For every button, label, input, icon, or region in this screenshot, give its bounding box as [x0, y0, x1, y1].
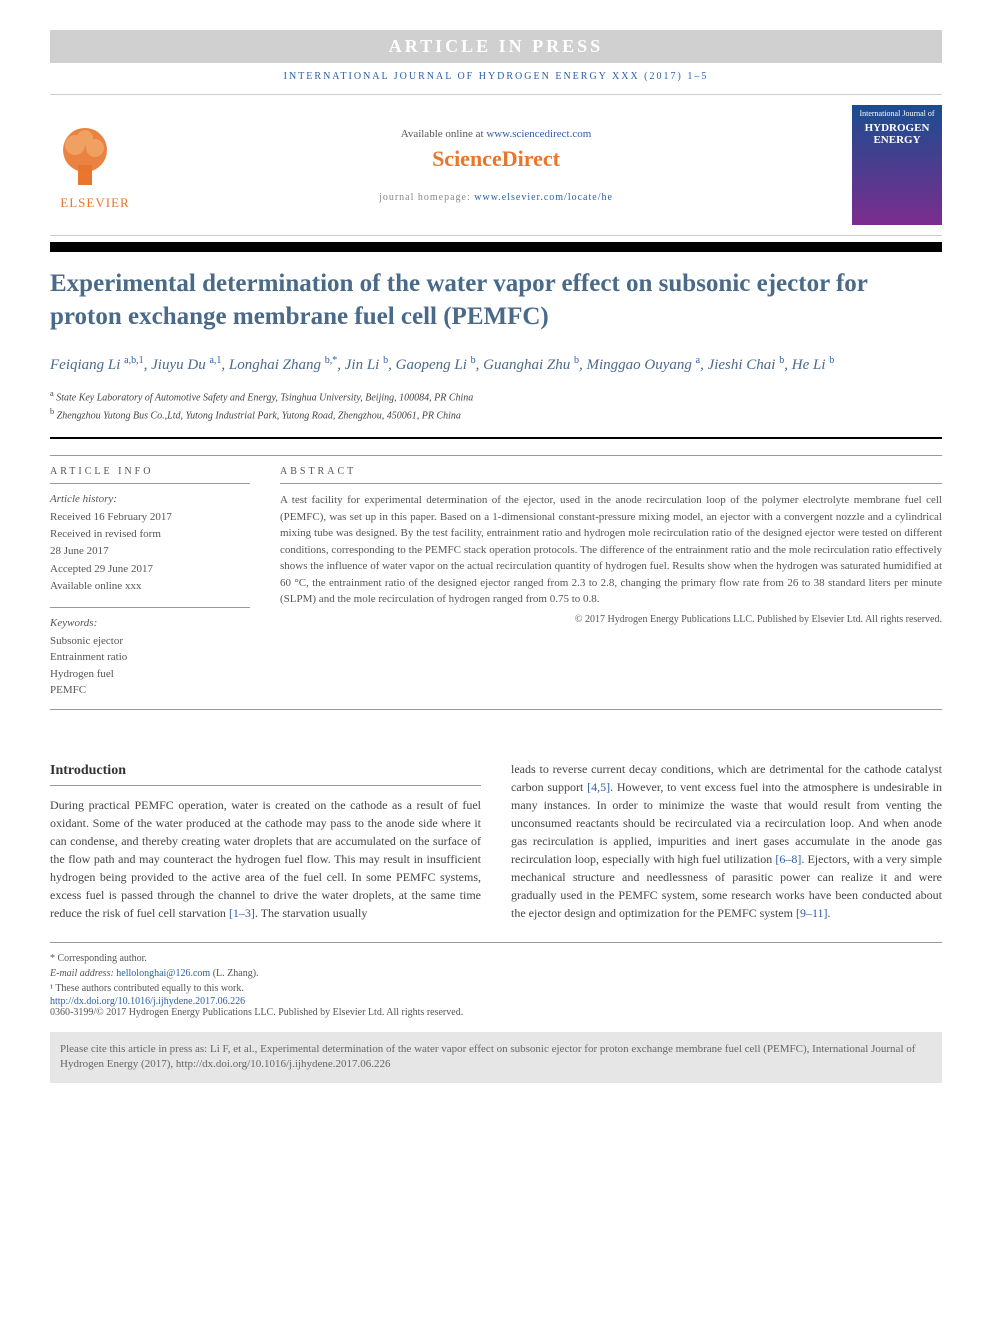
homepage-link[interactable]: www.elsevier.com/locate/he [474, 192, 613, 203]
history-label: Article history: [50, 492, 250, 507]
history-item: Received 16 February 2017 [50, 510, 250, 525]
keyword-item: Entrainment ratio [50, 649, 250, 666]
sciencedirect-link[interactable]: www.sciencedirect.com [486, 128, 591, 140]
cover-title: HYDROGEN ENERGY [852, 122, 942, 146]
corresponding-author-note: * Corresponding author. [50, 951, 942, 966]
right-column: leads to reverse current decay condition… [511, 760, 942, 922]
citation-link-6-8[interactable]: [6–8] [775, 852, 801, 866]
author: Feiqiang Li a,b,1 [50, 357, 144, 373]
intro-paragraph-1: During practical PEMFC operation, water … [50, 796, 481, 922]
elsevier-logo: ELSEVIER [50, 120, 140, 211]
author: Minggao Ouyang a [586, 357, 700, 373]
footnotes: * Corresponding author. E-mail address: … [50, 942, 942, 996]
divider-bar-bottom [50, 437, 942, 439]
author: Jin Li b [345, 357, 388, 373]
history-items: Received 16 February 2017 Received in rev… [50, 510, 250, 595]
info-abstract-row: ARTICLE INFO Article history: Received 1… [50, 455, 942, 699]
keywords-label: Keywords: [50, 616, 250, 631]
history-item: Accepted 29 June 2017 [50, 562, 250, 577]
author: Jieshi Chai b [708, 357, 785, 373]
journal-cover-thumbnail: International Journal of HYDROGEN ENERGY [852, 105, 942, 225]
article-in-press-banner: ARTICLE IN PRESS [50, 30, 942, 63]
introduction-heading: Introduction [50, 760, 481, 786]
email-line: E-mail address: hellolonghai@126.com (L.… [50, 966, 942, 981]
contribution-note: ¹ These authors contributed equally to t… [50, 981, 942, 996]
abstract-copyright: © 2017 Hydrogen Energy Publications LLC.… [280, 614, 942, 625]
affiliation: b Zhengzhou Yutong Bus Co.,Ltd, Yutong I… [50, 407, 942, 421]
available-online-text: Available online at www.sciencedirect.co… [140, 128, 852, 140]
affiliation: a State Key Laboratory of Automotive Saf… [50, 389, 942, 403]
citation-link-1-3[interactable]: [1–3] [229, 906, 255, 920]
author: He Li b [792, 357, 835, 373]
body-columns: Introduction During practical PEMFC oper… [50, 760, 942, 922]
citation-box: Please cite this article in press as: Li… [50, 1032, 942, 1083]
author: Guanghai Zhu b [483, 357, 579, 373]
author: Longhai Zhang b,* [229, 357, 337, 373]
abstract-panel: ABSTRACT A test facility for experimenta… [280, 466, 942, 699]
author: Gaopeng Li b [396, 357, 476, 373]
doi-line: http://dx.doi.org/10.1016/j.ijhydene.201… [50, 996, 942, 1007]
journal-header: INTERNATIONAL JOURNAL OF HYDROGEN ENERGY… [50, 71, 942, 82]
history-item: Received in revised form [50, 527, 250, 542]
history-item: Available online xxx [50, 579, 250, 594]
article-info-heading: ARTICLE INFO [50, 466, 250, 484]
keywords-section: Keywords: Subsonic ejectorEntrainment ra… [50, 607, 250, 699]
author: Jiuyu Du a,1 [151, 357, 221, 373]
sciencedirect-logo: ScienceDirect [140, 146, 852, 172]
email-link[interactable]: hellolonghai@126.com [116, 968, 210, 979]
publisher-header: ELSEVIER Available online at www.science… [50, 94, 942, 236]
center-info: Available online at www.sciencedirect.co… [140, 128, 852, 203]
elsevier-tree-icon [50, 120, 120, 190]
citation-link-9-11[interactable]: [9–11] [796, 906, 828, 920]
affiliations-list: a State Key Laboratory of Automotive Saf… [50, 389, 942, 422]
divider-line [50, 709, 942, 710]
left-column: Introduction During practical PEMFC oper… [50, 760, 481, 922]
elsevier-label: ELSEVIER [50, 195, 140, 211]
history-item: 28 June 2017 [50, 544, 250, 559]
intro-paragraph-2: leads to reverse current decay condition… [511, 760, 942, 922]
abstract-heading: ABSTRACT [280, 466, 942, 484]
homepage-text: journal homepage: www.elsevier.com/locat… [140, 192, 852, 203]
cover-subtitle: International Journal of [852, 105, 942, 122]
doi-link[interactable]: http://dx.doi.org/10.1016/j.ijhydene.201… [50, 996, 245, 1007]
bottom-copyright: 0360-3199/© 2017 Hydrogen Energy Publica… [50, 1007, 942, 1018]
keywords-items: Subsonic ejectorEntrainment ratioHydroge… [50, 633, 250, 699]
keyword-item: Hydrogen fuel [50, 666, 250, 683]
keyword-item: Subsonic ejector [50, 633, 250, 650]
article-info-panel: ARTICLE INFO Article history: Received 1… [50, 466, 250, 699]
divider-bar-top [50, 242, 942, 252]
authors-list: Feiqiang Li a,b,1, Jiuyu Du a,1, Longhai… [50, 353, 942, 377]
keyword-item: PEMFC [50, 682, 250, 699]
article-title: Experimental determination of the water … [50, 268, 942, 333]
abstract-text: A test facility for experimental determi… [280, 492, 942, 608]
citation-link-4-5[interactable]: [4,5] [587, 780, 610, 794]
